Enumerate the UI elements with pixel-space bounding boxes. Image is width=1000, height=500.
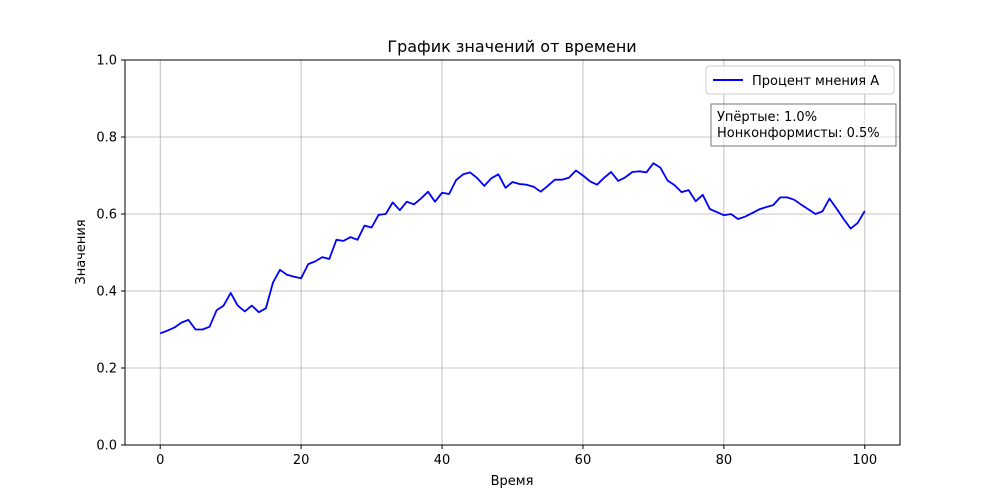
x-tick-label: 60: [575, 453, 592, 468]
y-tick-label: 0.4: [96, 285, 117, 300]
y-tick-label: 1.0: [96, 54, 117, 69]
annotation-frame: [710, 103, 897, 147]
ticks: 0 20 40 60 80 100 0.0 0.2 0.4 0.6 0.8 1.0: [96, 54, 877, 469]
x-tick-label: 40: [434, 453, 451, 468]
y-axis-label: Значения: [74, 219, 89, 284]
y-tick-label: 0.0: [96, 439, 117, 454]
y-tick-label: 0.8: [96, 131, 117, 146]
chart-title: График значений от времени: [387, 37, 636, 56]
y-tick-label: 0.6: [96, 208, 117, 223]
annotation-line-nonconformists: Нонконформисты: 0.5%: [717, 126, 880, 141]
annotation-line-stubborn: Упёртые: 1.0%: [717, 110, 817, 125]
legend-label: Процент мнения А: [752, 74, 879, 89]
legend-box: [705, 65, 895, 95]
x-tick-label: 100: [852, 453, 877, 468]
x-tick-label: 0: [156, 453, 164, 468]
plot-area-frame: [124, 59, 901, 446]
legend: Процент мнения А: [705, 65, 895, 95]
y-tick-label: 0.2: [96, 362, 117, 377]
x-axis-label: Время: [491, 474, 534, 489]
series-layer: [159, 162, 866, 335]
x-tick-label: 80: [716, 453, 733, 468]
series-line-opinion-a: [159, 162, 866, 335]
x-tick-label: 20: [293, 453, 310, 468]
annotation-box: Упёртые: 1.0% Нонконформисты: 0.5%: [710, 103, 897, 147]
